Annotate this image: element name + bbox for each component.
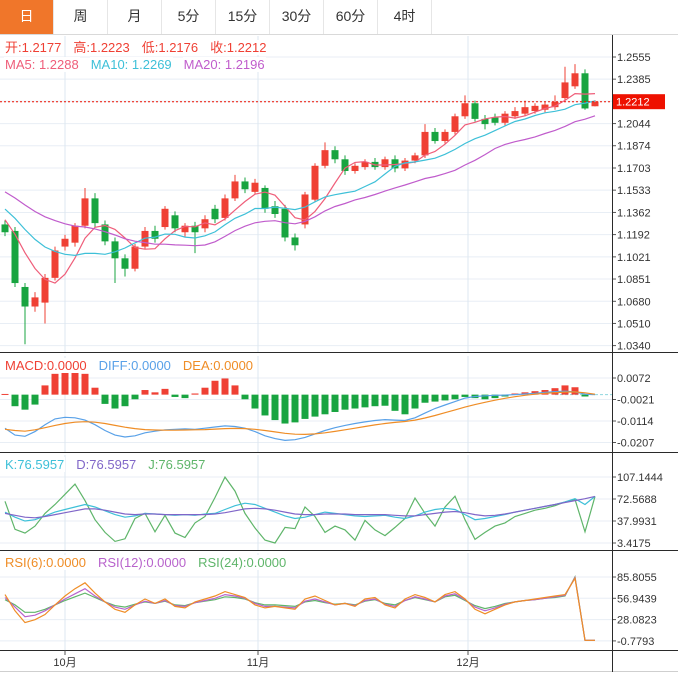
y-axis-label: 1.0680: [617, 296, 651, 308]
tab-30min[interactable]: 30分: [270, 0, 324, 34]
y-axis-label: -0.7793: [617, 636, 654, 648]
gridlines: [0, 36, 612, 650]
y-axis-label: 1.1703: [617, 163, 651, 175]
diff-value: DIFF:0.0000: [97, 358, 172, 373]
y-axis-label: 1.2044: [617, 119, 651, 131]
x-axis-label: 12月: [456, 657, 479, 669]
axis-labels: 1.2555 1.2385 1.2044 1.1874 1.1703 1.1533 1.13…: [612, 52, 663, 648]
kdj-readout: K:76.5957 D:76.5957 J:76.5957: [4, 457, 216, 472]
tab-month[interactable]: 月: [108, 0, 162, 34]
y-axis-label: 1.1192: [617, 230, 650, 242]
rsi-readout: RSI(6):0.0000 RSI(12):0.0000 RSI(24):0.000…: [4, 555, 297, 570]
y-axis-label: 1.1362: [617, 207, 651, 219]
tab-day[interactable]: 日: [0, 0, 54, 34]
ma5-value: MA5: 1.2288: [4, 57, 80, 72]
rsi-panel-series: [4, 575, 595, 641]
d-value: D:76.5957: [75, 457, 138, 472]
rsi24-value: RSI(24):0.0000: [197, 555, 288, 570]
rsi6-value: RSI(6):0.0000: [4, 555, 87, 570]
y-axis-label: 28.0823: [617, 615, 657, 627]
svg-text:1.2212: 1.2212: [616, 97, 650, 109]
x-axis-label: 10月: [53, 657, 76, 669]
y-axis-label: 1.0340: [617, 341, 651, 353]
y-axis-label: 1.0510: [617, 318, 651, 330]
timeframe-toolbar: 日周月 5分 15分 30分 60分 4时: [0, 0, 678, 35]
kdj-panel-series: [4, 475, 596, 544]
y-axis-label: 1.2555: [617, 52, 651, 64]
y-axis-label: 72.5688: [617, 494, 657, 506]
tab-5min[interactable]: 5分: [162, 0, 216, 34]
y-axis-label: 85.8055: [617, 572, 657, 584]
y-axis-label: 0.0072: [617, 373, 651, 385]
candlestick-series: [1, 64, 599, 345]
ma20-value: MA20: 1.2196: [182, 57, 266, 72]
dea-value: DEA:0.0000: [181, 358, 255, 373]
j-value: J:76.5957: [147, 457, 207, 472]
rsi12-value: RSI(12):0.0000: [96, 555, 188, 570]
y-axis-label: 107.1444: [617, 472, 663, 484]
y-axis-label: 1.1874: [617, 141, 651, 153]
high-value: 高:1.2223: [72, 40, 131, 55]
k-value: K:76.5957: [4, 457, 66, 472]
y-axis-label: 1.2385: [617, 74, 651, 86]
macd-panel-series: [1, 364, 612, 442]
y-axis-label: -0.0021: [617, 395, 654, 407]
ma10-value: MA10: 1.2269: [89, 57, 173, 72]
y-axis-label: -0.0114: [617, 416, 654, 428]
macd-readout: MACD:0.0000 DIFF:0.0000 DEA:0.0000: [4, 358, 264, 373]
tab-week[interactable]: 周: [54, 0, 108, 34]
ma-lines: [4, 92, 596, 284]
low-value: 低:1.2176: [140, 40, 200, 55]
open-value: 开:1.2177: [4, 40, 63, 55]
tab-15min[interactable]: 15分: [216, 0, 270, 34]
ohlc-readout: 开:1.2177 高:1.2223 低:1.2176 收:1.2212: [4, 37, 278, 56]
tab-60min[interactable]: 60分: [324, 0, 378, 34]
panel-borders: [0, 34, 678, 672]
y-axis-label: 1.1533: [617, 185, 651, 197]
y-axis-label: 56.9439: [617, 593, 657, 605]
y-axis-label: 37.9931: [617, 516, 657, 528]
close-value: 收:1.2212: [209, 40, 268, 55]
y-axis-label: 3.4175: [617, 538, 651, 550]
ma-readout: MA5: 1.2288 MA10: 1.2269 MA20: 1.2196: [4, 57, 276, 72]
y-axis-label: 1.1021: [617, 252, 651, 264]
tab-4hour[interactable]: 4时: [378, 0, 432, 34]
y-axis-label: 1.0851: [617, 274, 651, 286]
y-axis-label: -0.0207: [617, 438, 654, 450]
current-price-marker: 1.2212: [613, 94, 665, 110]
date-axis: 10月 11月 12月: [53, 650, 480, 669]
x-axis-label: 11月: [247, 657, 269, 669]
macd-value: MACD:0.0000: [4, 358, 88, 373]
